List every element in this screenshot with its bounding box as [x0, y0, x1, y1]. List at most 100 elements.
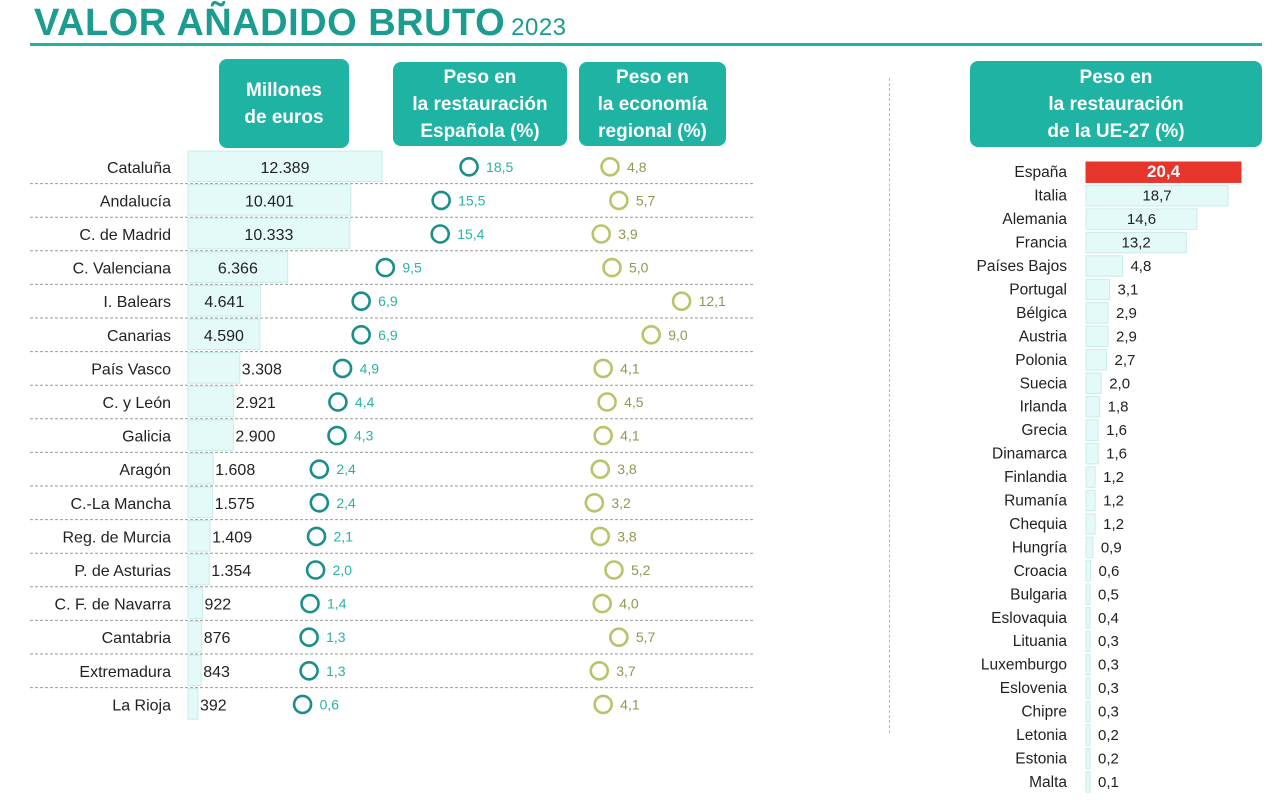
- region-label: Cantabria: [102, 630, 171, 647]
- country-value-label: 1,8: [1108, 399, 1129, 416]
- region-label: La Rioja: [112, 697, 171, 714]
- share-spain-label: 18,5: [486, 159, 513, 175]
- share-spain-dot: [292, 694, 313, 715]
- share-spain-label: 2,1: [334, 528, 354, 544]
- country-label: Hungría: [1012, 539, 1068, 556]
- share-regional-dot: [641, 324, 662, 345]
- value-bar: [187, 452, 214, 485]
- value-bar: [187, 486, 214, 519]
- share-spain-dot: [327, 425, 347, 446]
- page-title: VALOR AÑADIDO BRUTO 2023: [34, 2, 567, 45]
- country-label: Eslovaquia: [991, 610, 1067, 627]
- value-bar: [187, 553, 210, 586]
- value-bar: [187, 620, 203, 653]
- share-regional-label: 4,8: [627, 159, 647, 175]
- share-regional-dot: [597, 392, 617, 412]
- country-label: Malta: [1029, 774, 1067, 791]
- region-label: Galicia: [122, 429, 171, 446]
- value-label: 1.608: [215, 462, 255, 479]
- value-label: 2.900: [235, 429, 275, 446]
- value-label: 843: [203, 664, 230, 681]
- country-bar: [1085, 208, 1198, 230]
- share-spain-dot: [459, 157, 479, 177]
- country-label: Bulgaria: [1010, 586, 1067, 603]
- country-bar: [1085, 442, 1099, 465]
- country-label: Portugal: [1009, 281, 1067, 298]
- share-regional-label: 4,0: [619, 596, 639, 612]
- country-value-label: 2,7: [1115, 352, 1136, 369]
- country-bar: [1085, 489, 1096, 512]
- share-spain-label: 1,3: [326, 663, 346, 679]
- value-label: 4.590: [204, 328, 244, 345]
- region-label: C. Valenciana: [73, 261, 172, 278]
- country-label: Francia: [1015, 235, 1067, 252]
- share-spain-dot: [305, 560, 326, 580]
- value-label: 3.308: [242, 361, 282, 378]
- country-bar: [1085, 396, 1101, 418]
- region-label: C. de Madrid: [79, 227, 171, 244]
- value-bar: [187, 688, 199, 720]
- country-value-label: 1,2: [1103, 493, 1124, 510]
- country-bar: [1085, 278, 1111, 301]
- country-bar: [1085, 255, 1123, 277]
- country-bar: [1085, 583, 1091, 606]
- share-spain-dot: [300, 593, 320, 614]
- header-millones-euros: Millones de euros: [219, 59, 349, 148]
- country-bar: [1085, 700, 1091, 723]
- country-label: Rumanía: [1004, 493, 1067, 510]
- country-bar: [1085, 630, 1091, 652]
- country-bar: [1085, 560, 1092, 582]
- share-spain-label: 0,6: [320, 696, 340, 712]
- country-bar: [1085, 724, 1091, 746]
- country-label: Chipre: [1021, 704, 1067, 721]
- share-spain-dot: [309, 492, 330, 513]
- country-label: España: [1014, 164, 1067, 181]
- share-regional-dot: [591, 224, 612, 244]
- country-value-label: 2,0: [1109, 375, 1130, 392]
- country-bar: [1085, 513, 1096, 535]
- share-regional-dot: [584, 492, 605, 513]
- value-bar: [187, 352, 241, 384]
- value-label: 10.333: [244, 227, 293, 244]
- country-value-label: 1,6: [1106, 446, 1127, 463]
- country-value-label: 0,2: [1098, 750, 1119, 767]
- value-bar: [187, 318, 261, 351]
- value-bar: [187, 385, 235, 418]
- share-spain-dot: [351, 324, 371, 345]
- value-label: 6.366: [218, 261, 258, 278]
- country-value-label: 2,9: [1116, 305, 1137, 322]
- country-bar: [1085, 653, 1091, 676]
- share-regional-label: 3,7: [616, 663, 636, 679]
- share-regional-label: 4,1: [620, 696, 640, 712]
- country-bar: [1085, 419, 1099, 441]
- value-bar: [187, 284, 262, 317]
- country-bar-highlight: [1085, 161, 1242, 183]
- share-regional-label: 5,0: [629, 260, 649, 276]
- share-regional-dot: [602, 257, 622, 278]
- share-regional-label: 9,0: [668, 327, 688, 343]
- value-label: 876: [204, 630, 231, 647]
- value-label: 4.641: [204, 294, 244, 311]
- share-spain-label: 2,0: [333, 562, 353, 578]
- share-regional-label: 3,8: [617, 528, 637, 544]
- value-label: 392: [200, 697, 227, 714]
- share-regional-label: 5,7: [636, 629, 656, 645]
- country-value-label: 20,4: [1147, 162, 1181, 181]
- country-value-label: 0,3: [1098, 633, 1119, 650]
- value-bar: [187, 184, 352, 216]
- value-label: 1.575: [215, 496, 255, 513]
- share-spain-dot: [375, 257, 396, 278]
- country-value-label: 0,5: [1098, 586, 1119, 603]
- share-spain-label: 6,9: [378, 293, 398, 309]
- share-spain-label: 15,4: [457, 226, 484, 242]
- country-label: Irlanda: [1020, 399, 1068, 416]
- country-label: Finlandia: [1004, 469, 1067, 486]
- share-regional-label: 4,1: [620, 428, 640, 444]
- share-spain-dot: [299, 627, 319, 648]
- value-bar: [187, 419, 234, 451]
- country-value-label: 1,2: [1103, 516, 1124, 533]
- share-regional-dot: [593, 358, 613, 379]
- region-label: I. Balears: [103, 294, 171, 311]
- region-label: C. y León: [103, 395, 171, 412]
- country-label: Dinamarca: [992, 446, 1067, 463]
